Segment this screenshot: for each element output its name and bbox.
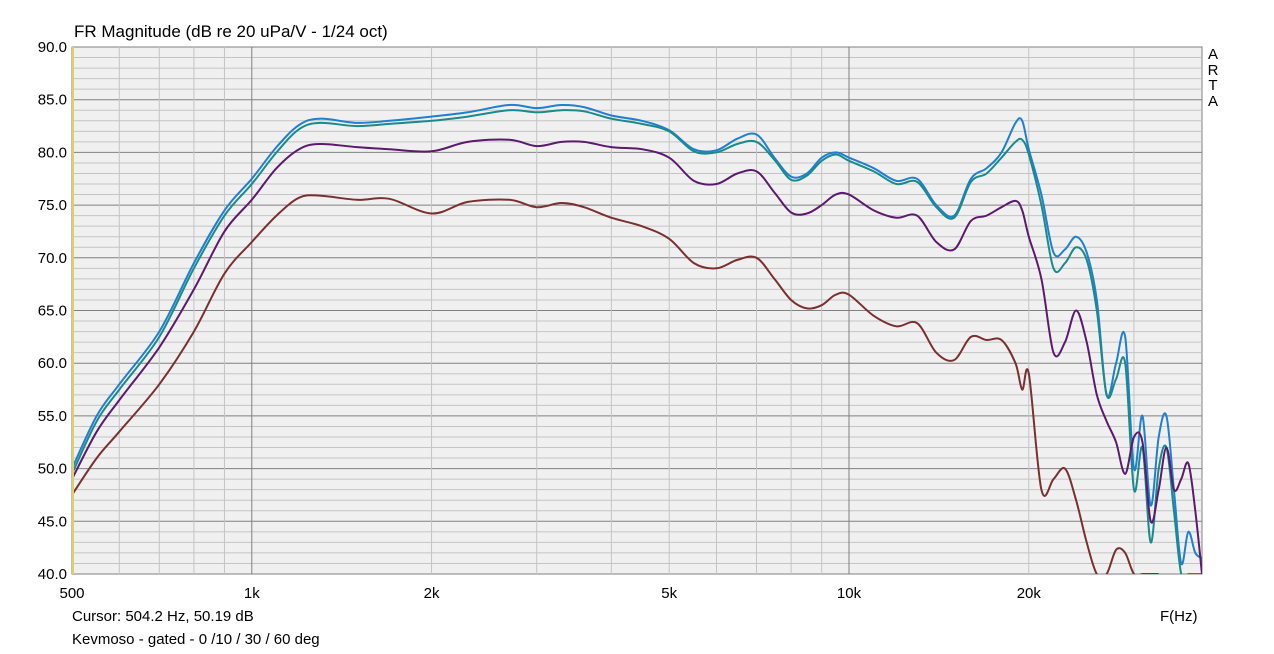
watermark-letter: A	[1207, 46, 1218, 63]
y-tick-label: 75.0	[38, 197, 67, 214]
x-tick-label: 5k	[661, 585, 677, 602]
x-tick-labels: 500 1k 2k 5k 10k 20k	[59, 585, 1041, 602]
chart-title: FR Magnitude (dB re 20 uPa/V - 1/24 oct)	[74, 22, 388, 41]
series-lines	[72, 103, 1202, 574]
x-tick-label: 500	[59, 585, 84, 602]
y-tick-label: 45.0	[38, 513, 67, 530]
series-line-1	[72, 109, 1202, 574]
series-line-2	[72, 138, 1202, 574]
measurement-description: Kevmoso - gated - 0 /10 / 30 / 60 deg	[72, 631, 320, 648]
arta-watermark: A R T A	[1206, 47, 1220, 109]
y-tick-labels: 40.0 45.0 50.0 55.0 60.0 65.0 70.0 75.0 80.0 85.0…	[38, 39, 67, 583]
x-tick-label: 10k	[837, 585, 862, 602]
grid	[72, 47, 1202, 574]
y-tick-label: 85.0	[38, 92, 67, 109]
y-tick-label: 70.0	[38, 250, 67, 267]
y-tick-label: 90.0	[38, 39, 67, 56]
watermark-letter: T	[1208, 77, 1218, 94]
x-tick-label: 1k	[244, 585, 260, 602]
y-tick-label: 55.0	[38, 408, 67, 425]
y-tick-label: 65.0	[38, 303, 67, 320]
y-tick-label: 60.0	[38, 355, 67, 372]
series-line-3	[72, 194, 1159, 574]
x-tick-label: 20k	[1017, 585, 1042, 602]
series-line-0	[72, 103, 1202, 566]
x-tick-label: 2k	[424, 585, 440, 602]
y-tick-label: 50.0	[38, 461, 67, 478]
y-tick-label: 80.0	[38, 144, 67, 161]
cursor-readout: Cursor: 504.2 Hz, 50.19 dB	[72, 608, 254, 625]
watermark-letter: R	[1207, 61, 1219, 79]
watermark-letter: A	[1207, 92, 1218, 110]
y-tick-label: 40.0	[38, 566, 67, 583]
x-axis-label: F(Hz)	[1160, 608, 1198, 625]
